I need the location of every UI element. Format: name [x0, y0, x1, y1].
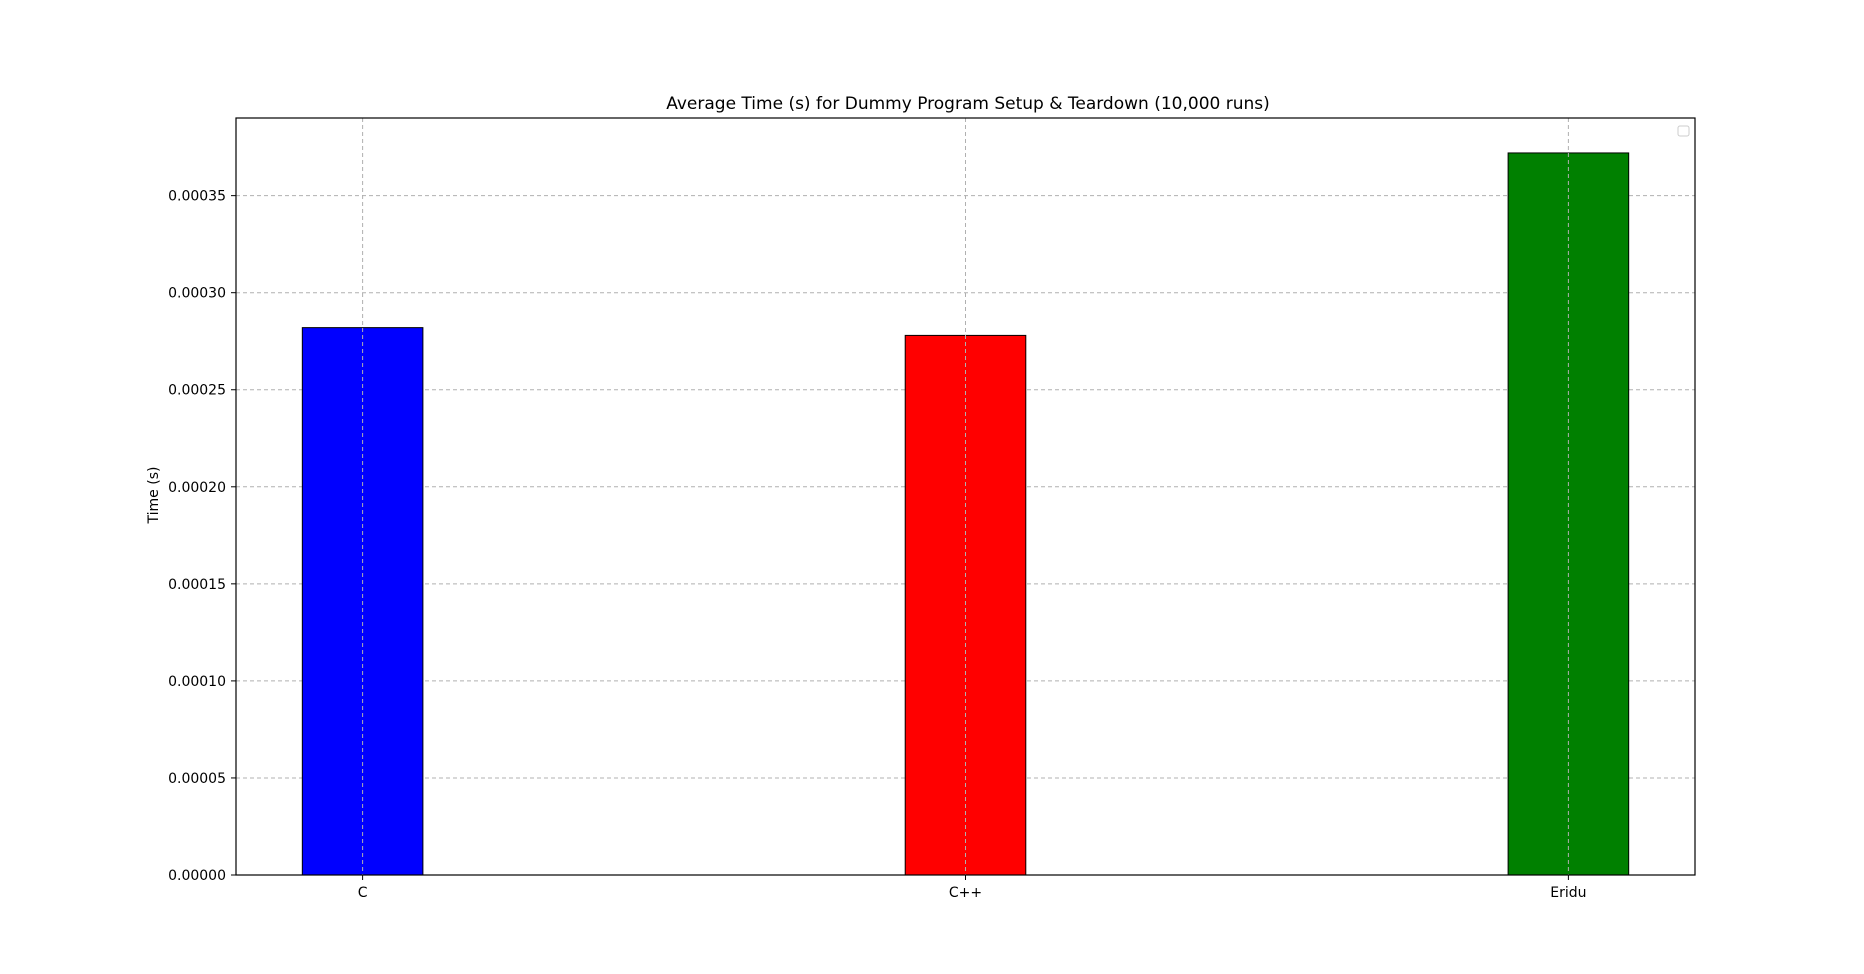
y-tick-label: 0.00020	[168, 480, 226, 496]
x-tick-label: Eridu	[1550, 885, 1586, 901]
plot-area: 0.00000 0.00005 0.00010 0.00015 0.00020 0.000…	[168, 117, 1696, 901]
y-tick-label: 0.00035	[168, 189, 226, 205]
legend-box	[1677, 125, 1690, 137]
y-tick-label: 0.00005	[168, 771, 226, 787]
y-axis-label: Time (s)	[146, 467, 162, 525]
chart-title: Average Time (s) for Dummy Program Setup…	[666, 94, 1270, 114]
x-tick-label: C	[358, 885, 368, 901]
y-tick-label: 0.00030	[168, 286, 226, 302]
y-tick-label: 0.00025	[168, 383, 226, 399]
y-tick-label: 0.00010	[168, 674, 226, 690]
y-tick-label: 0.00000	[168, 868, 226, 884]
bar-cplus	[904, 334, 1027, 876]
y-tick-label: 0.00015	[168, 577, 226, 593]
x-tick-label: C++	[949, 885, 982, 901]
